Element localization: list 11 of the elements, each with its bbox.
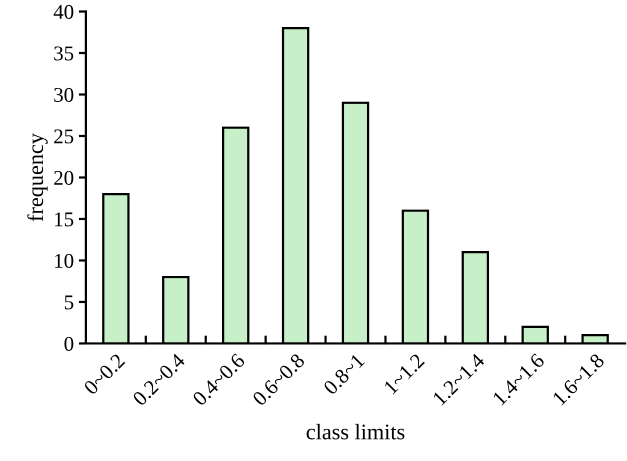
y-tick-label: 10 bbox=[55, 254, 74, 268]
y-tick-label: 35 bbox=[54, 46, 74, 60]
y-tick-label: 25 bbox=[54, 129, 74, 144]
y-axis-title: frequency bbox=[27, 133, 48, 222]
y-tick-label: 30 bbox=[54, 88, 74, 102]
x-axis-title: class limits bbox=[306, 424, 404, 440]
y-tick-label: 40 bbox=[54, 4, 74, 19]
y-tick-label: 20 bbox=[54, 170, 74, 185]
y-tick-label: 0 bbox=[64, 336, 74, 351]
y-tick-label: 5 bbox=[64, 296, 74, 310]
y-tick-label: 15 bbox=[55, 212, 74, 226]
